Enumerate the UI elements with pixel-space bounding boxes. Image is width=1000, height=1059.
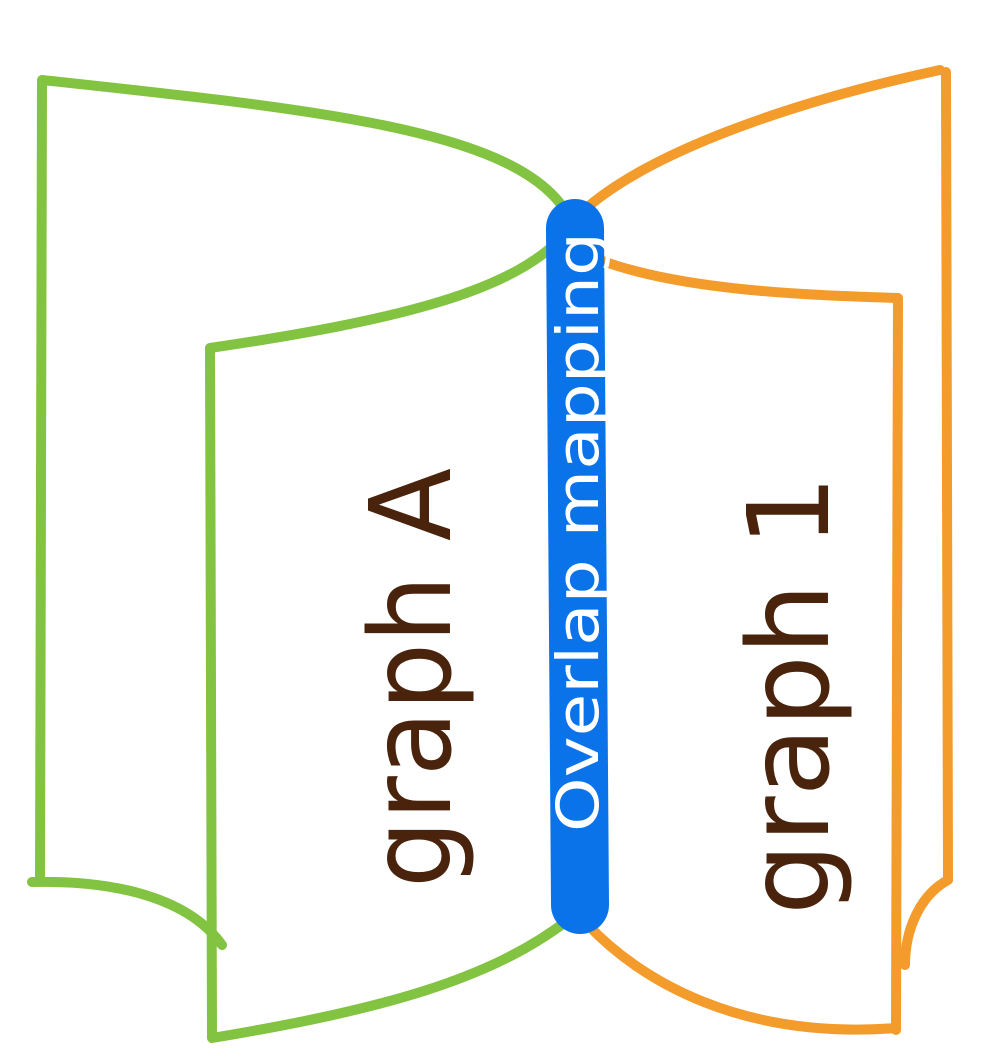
overlap-mapping-spine (546, 199, 609, 934)
right-graph-label: graph 1 (725, 475, 855, 915)
right-graph-back-page (577, 65, 953, 970)
spine-label: Overlap mapping (544, 232, 612, 832)
left-graph-label: graph A (347, 468, 477, 888)
left-graph-front-page (205, 225, 573, 1043)
right-graph-front-page (583, 255, 903, 1035)
left-graph-back-page (27, 75, 573, 950)
